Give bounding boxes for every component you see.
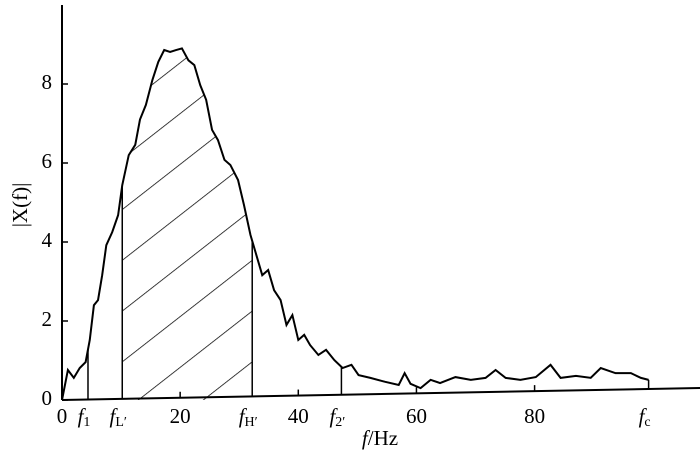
marker-label: fc [639, 404, 651, 430]
x-tick-label: 40 [288, 404, 309, 428]
x-tick-label: 60 [406, 404, 427, 428]
y-axis-label: |X(f)| [8, 183, 32, 228]
marker-label-sub: 2′ [335, 415, 345, 430]
x-axis-unit: /Hz [368, 426, 398, 450]
x-axis-var: f [362, 426, 371, 450]
marker-label: fH′ [239, 404, 258, 430]
y-tick-label: 0 [42, 386, 53, 410]
x-axis-label: f/Hz [362, 426, 398, 450]
x-tick-label: 80 [524, 404, 545, 428]
y-tick-label: 6 [42, 149, 53, 173]
marker-label-main: f [110, 404, 119, 428]
marker-label: f1 [78, 404, 91, 430]
marker-label-sub: L′ [115, 415, 127, 430]
marker-label-sub: 1 [83, 415, 90, 430]
x-tick-label: 0 [57, 404, 68, 428]
y-tick-label: 8 [42, 70, 53, 94]
marker-label-main: f [239, 404, 248, 428]
hatched-area [122, 48, 253, 400]
marker-label-sub: c [644, 415, 650, 430]
marker-label-main: f [639, 404, 648, 428]
x-tick-label: 20 [170, 404, 191, 428]
marker-label-sub: H′ [245, 415, 258, 430]
marker-label-main: f [78, 404, 87, 428]
y-tick-label: 4 [42, 228, 53, 252]
marker-label: fL′ [110, 404, 127, 430]
marker-label: f2′ [329, 404, 345, 430]
marker-label-main: f [329, 404, 338, 428]
y-tick-label: 2 [42, 307, 53, 331]
spectrum-line [61, 47, 649, 401]
